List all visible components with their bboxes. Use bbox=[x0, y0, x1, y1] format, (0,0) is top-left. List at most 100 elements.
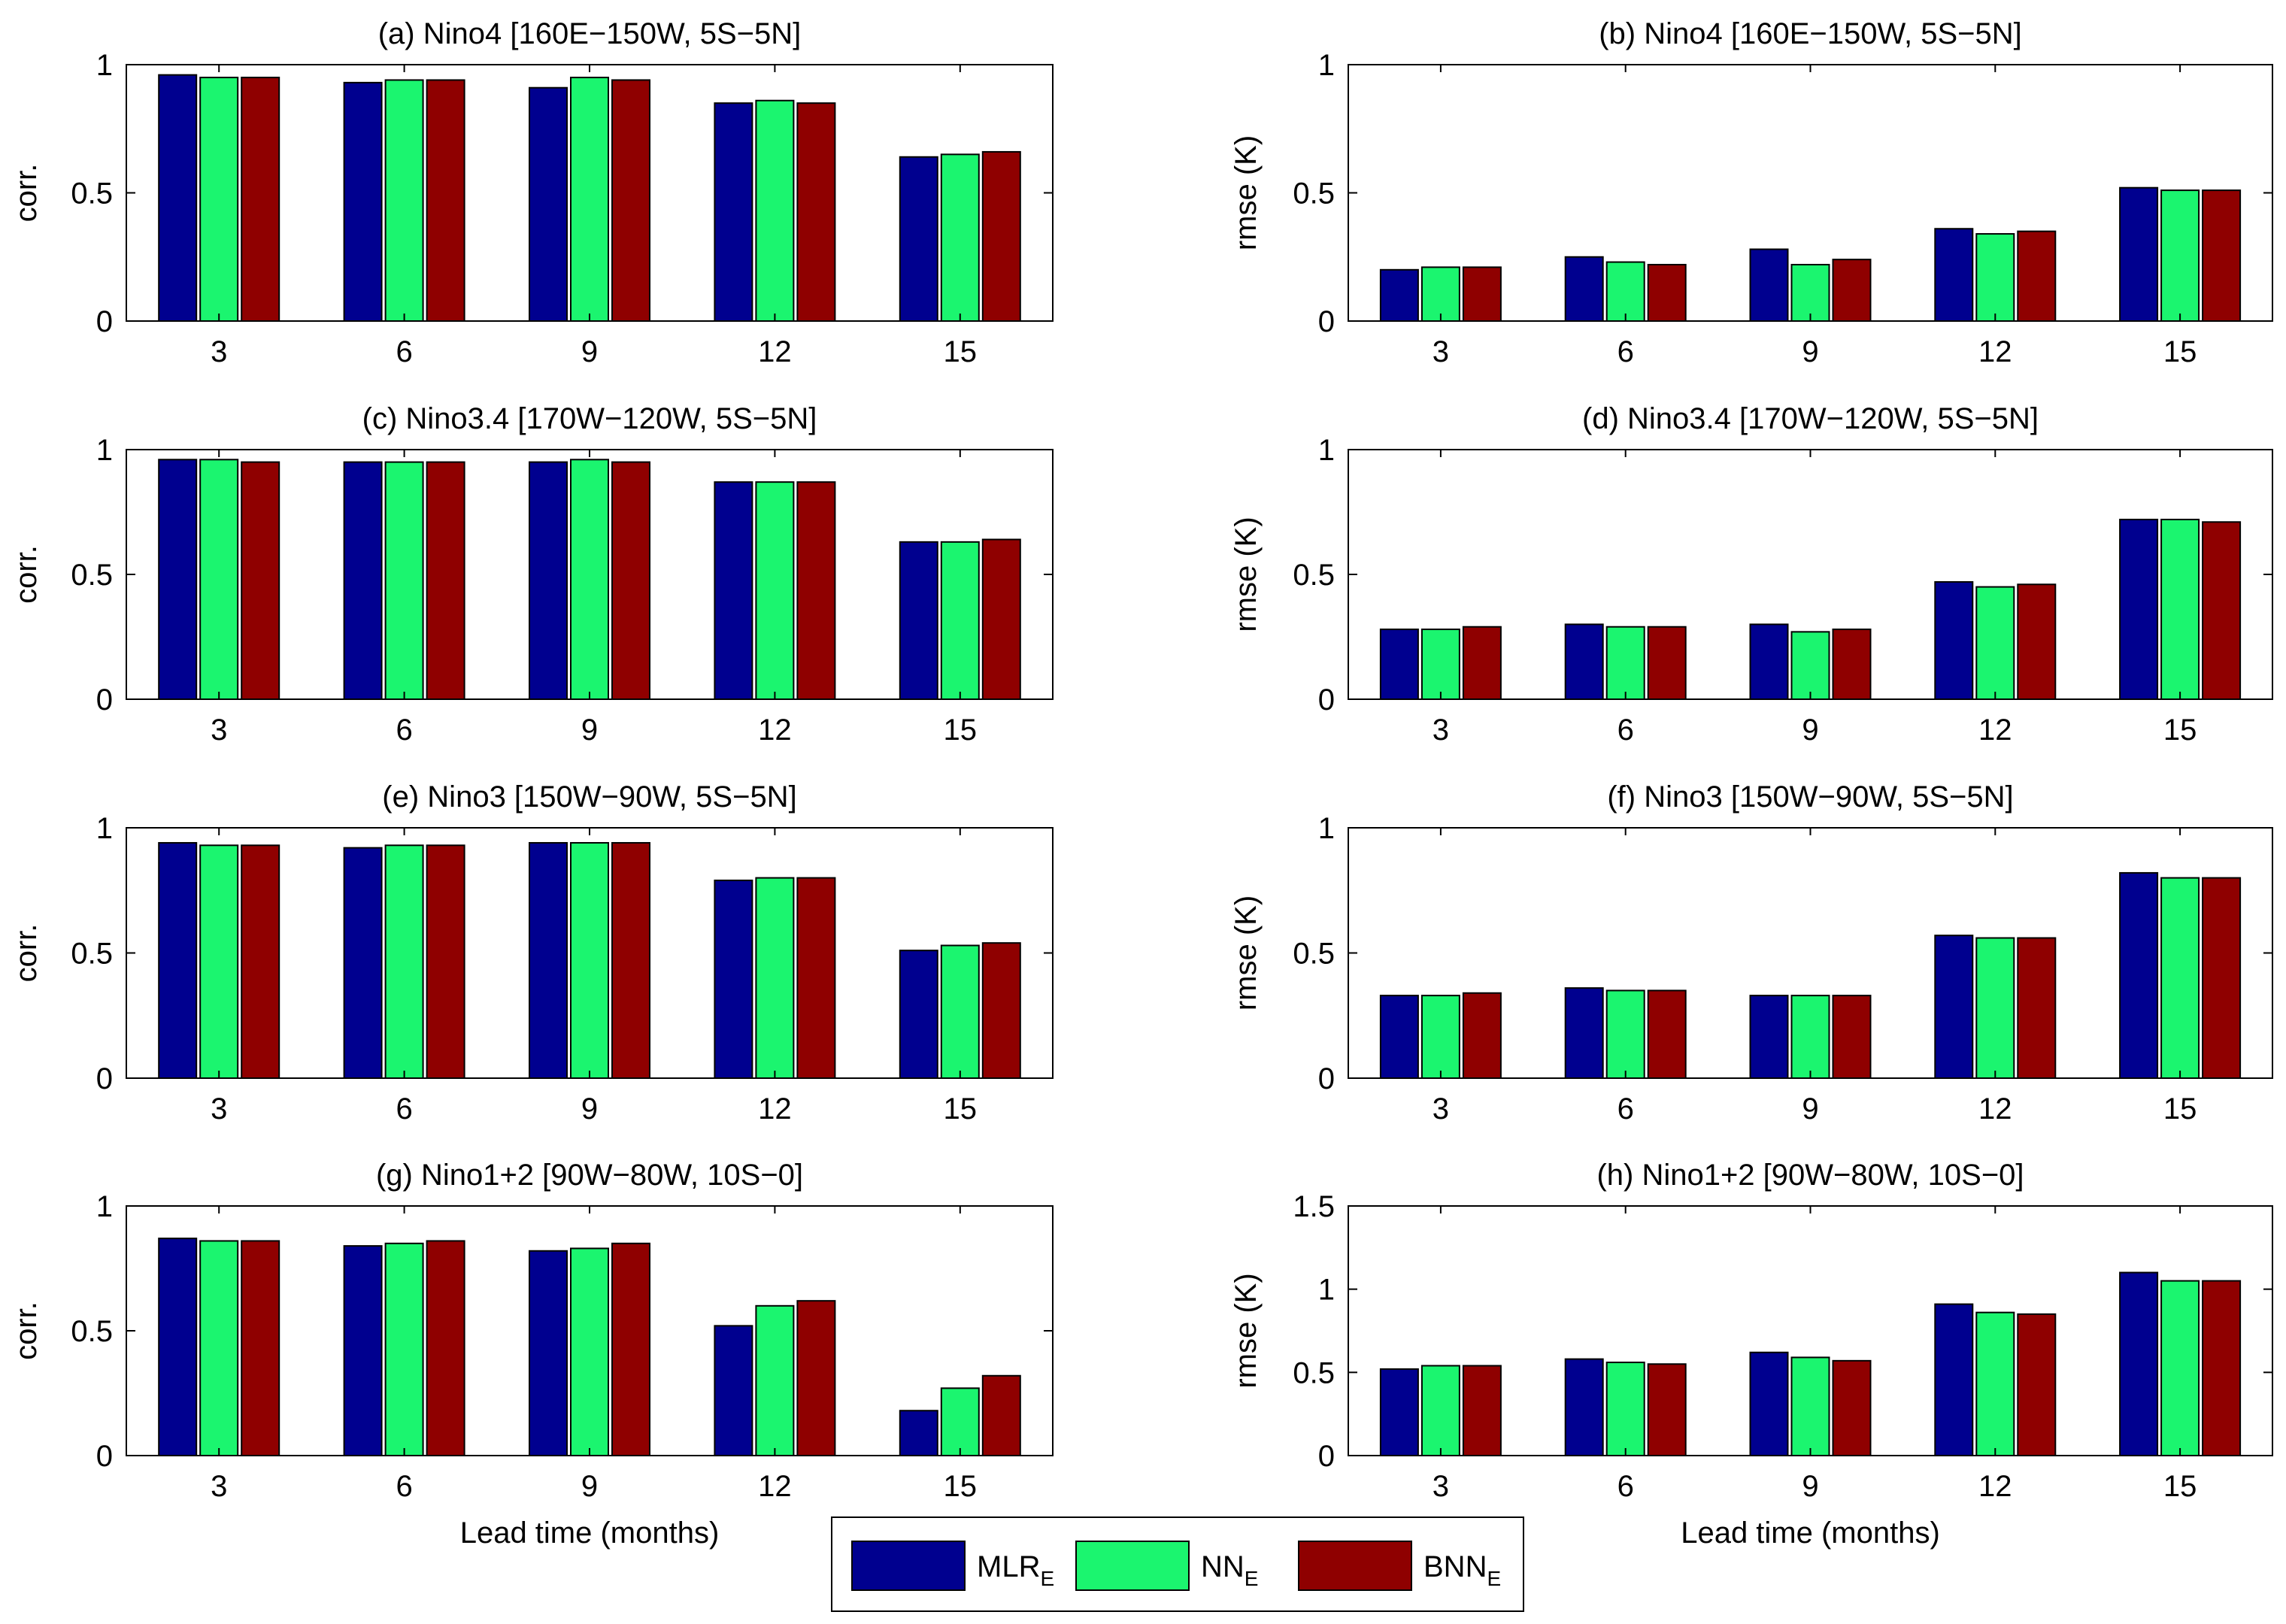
axes-box bbox=[126, 449, 1054, 700]
y-tick-label: 0 bbox=[96, 683, 113, 717]
bar-g-BNN_E-15 bbox=[981, 1374, 1021, 1457]
x-tick-label: 15 bbox=[2163, 714, 2197, 747]
bar-h-NN_E-12 bbox=[1975, 1311, 2015, 1456]
bar-d-MLR_E-9 bbox=[1749, 623, 1789, 701]
x-tick-label: 15 bbox=[944, 1470, 978, 1503]
x-tick-label: 9 bbox=[1802, 335, 1818, 368]
panel-c-ylabel: corr. bbox=[10, 545, 43, 604]
y-tick-label: 0.5 bbox=[71, 177, 113, 211]
bar-g-BNN_E-12 bbox=[796, 1300, 836, 1457]
bar-d-BNN_E-6 bbox=[1647, 626, 1687, 700]
bar-c-MLR_E-12 bbox=[714, 481, 753, 700]
bar-g-NN_E-9 bbox=[570, 1247, 609, 1456]
y-tick-label: 0.5 bbox=[1293, 177, 1335, 211]
bar-c-NN_E-3 bbox=[199, 459, 239, 701]
bar-a-NN_E-3 bbox=[199, 77, 239, 323]
y-tick-label: 0 bbox=[1318, 683, 1335, 717]
panel-a-ylabel: corr. bbox=[10, 164, 43, 223]
x-axis-label: Lead time (months) bbox=[460, 1516, 720, 1550]
bar-f-BNN_E-15 bbox=[2202, 877, 2242, 1079]
bar-c-NN_E-15 bbox=[940, 541, 980, 701]
panel-f: (f) Nino3 [150W−90W, 5S−5N] 3 6 9 12 15 0 0.5 1 r… bbox=[1229, 780, 2273, 1126]
bar-d-BNN_E-15 bbox=[2202, 521, 2242, 701]
bar-h-BNN_E-12 bbox=[2017, 1313, 2057, 1457]
x-tick-label: 9 bbox=[581, 714, 598, 747]
x-tick-label: 6 bbox=[396, 714, 412, 747]
y-tick-label: 0 bbox=[96, 1062, 113, 1095]
x-tick-label: 6 bbox=[1617, 335, 1634, 368]
x-tick-label: 3 bbox=[211, 1470, 227, 1503]
bar-f-BNN_E-12 bbox=[2017, 937, 2057, 1080]
x-tick-label: 12 bbox=[1978, 1470, 2012, 1503]
y-tick-label: 0 bbox=[1318, 1440, 1335, 1473]
y-tick-label: 0 bbox=[96, 1440, 113, 1473]
bar-f-MLR_E-15 bbox=[2119, 871, 2159, 1079]
bar-f-NN_E-3 bbox=[1420, 995, 1460, 1079]
panel-h-ylabel: rmse (K) bbox=[1229, 1273, 1263, 1388]
x-tick-label: 12 bbox=[1978, 1092, 2012, 1126]
axes-box bbox=[1348, 1205, 2273, 1456]
bar-e-MLR_E-15 bbox=[899, 950, 938, 1080]
bar-d-BNN_E-12 bbox=[2017, 583, 2057, 701]
bar-d-NN_E-15 bbox=[2160, 518, 2200, 701]
x-tick-label: 15 bbox=[2163, 1092, 2197, 1126]
bar-h-BNN_E-3 bbox=[1462, 1365, 1502, 1456]
bar-d-MLR_E-12 bbox=[1934, 580, 1974, 701]
x-tick-label: 6 bbox=[1617, 1092, 1634, 1126]
bar-d-MLR_E-3 bbox=[1379, 629, 1419, 700]
bar-e-MLR_E-12 bbox=[714, 879, 753, 1080]
bar-a-MLR_E-6 bbox=[343, 81, 383, 323]
bar-c-NN_E-6 bbox=[384, 461, 424, 700]
bar-g-NN_E-6 bbox=[384, 1242, 424, 1457]
y-tick-label: 1 bbox=[96, 49, 113, 82]
bar-c-NN_E-12 bbox=[755, 481, 795, 700]
bar-d-NN_E-3 bbox=[1420, 629, 1460, 700]
y-tick-label: 1 bbox=[1318, 49, 1335, 82]
y-tick-label: 0 bbox=[1318, 1062, 1335, 1095]
x-tick-label: 3 bbox=[1433, 1092, 1449, 1126]
bar-f-NN_E-9 bbox=[1790, 995, 1830, 1079]
panel-c: (c) Nino3.4 [170W−120W, 5S−5N] 3 6 9 12 15 0 0.… bbox=[10, 402, 1054, 747]
axes-box bbox=[1348, 64, 2273, 322]
bar-h-BNN_E-9 bbox=[1832, 1359, 1872, 1456]
panel-b-title: (b) Nino4 [160E−150W, 5S−5N] bbox=[1599, 17, 2022, 50]
legend: MLRE NNE BNNE bbox=[831, 1516, 1524, 1612]
panel-h-title: (h) Nino1+2 [90W−80W, 10S−0] bbox=[1596, 1159, 2024, 1192]
x-tick-label: 15 bbox=[944, 335, 978, 368]
panel-d-ylabel: rmse (K) bbox=[1229, 517, 1263, 632]
bar-a-BNN_E-3 bbox=[241, 77, 280, 323]
x-tick-label: 12 bbox=[758, 1470, 792, 1503]
bar-d-MLR_E-6 bbox=[1564, 623, 1604, 701]
bar-b-BNN_E-3 bbox=[1462, 266, 1502, 323]
panel-f-title: (f) Nino3 [150W−90W, 5S−5N] bbox=[1607, 780, 2013, 814]
x-tick-label: 12 bbox=[758, 1092, 792, 1126]
y-tick-label: 0.5 bbox=[71, 938, 113, 971]
bar-b-BNN_E-15 bbox=[2202, 189, 2242, 322]
x-tick-label: 6 bbox=[1617, 714, 1634, 747]
bar-e-BNN_E-12 bbox=[796, 877, 836, 1079]
bar-b-NN_E-15 bbox=[2160, 189, 2200, 322]
x-tick-label: 9 bbox=[1802, 714, 1818, 747]
panel-b: (b) Nino4 [160E−150W, 5S−5N] 3 6 9 12 15 0 0.5 1… bbox=[1229, 17, 2273, 368]
bar-g-BNN_E-6 bbox=[426, 1240, 465, 1456]
x-tick-label: 12 bbox=[1978, 335, 2012, 368]
bar-g-BNN_E-3 bbox=[241, 1240, 280, 1456]
bar-g-MLR_E-3 bbox=[158, 1238, 198, 1457]
bar-c-MLR_E-9 bbox=[529, 461, 568, 700]
bar-h-MLR_E-9 bbox=[1749, 1351, 1789, 1456]
bar-g-MLR_E-12 bbox=[714, 1325, 753, 1456]
panel-h: (h) Nino1+2 [90W−80W, 10S−0] 3 6 9 12 15 0 0.5 1… bbox=[1229, 1159, 2273, 1503]
x-tick-label: 3 bbox=[211, 335, 227, 368]
y-tick-label: 0.5 bbox=[1293, 1356, 1335, 1389]
bar-c-MLR_E-6 bbox=[343, 461, 383, 700]
legend-label-MLR_E: MLRE bbox=[977, 1550, 1054, 1590]
bar-a-BNN_E-6 bbox=[426, 79, 465, 323]
y-tick-label: 0.5 bbox=[71, 559, 113, 592]
y-tick-label: 1 bbox=[1318, 812, 1335, 845]
y-tick-label: 1 bbox=[1318, 1274, 1335, 1307]
x-tick-label: 6 bbox=[396, 335, 412, 368]
bar-a-MLR_E-3 bbox=[158, 74, 198, 322]
x-tick-label: 9 bbox=[581, 335, 598, 368]
bar-a-MLR_E-12 bbox=[714, 102, 753, 322]
